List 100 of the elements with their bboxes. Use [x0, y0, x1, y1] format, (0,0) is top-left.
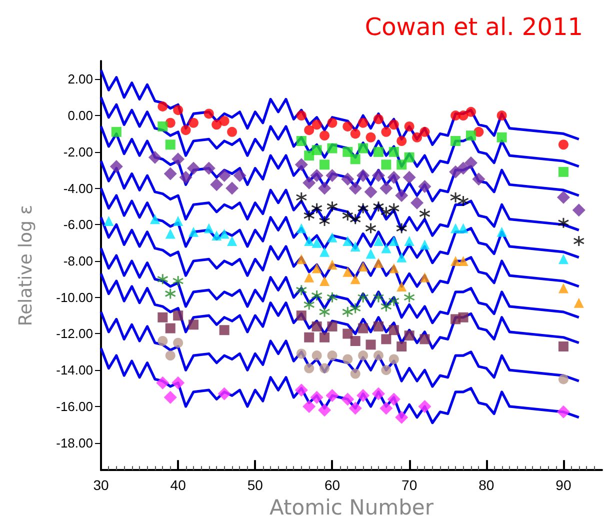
line-series	[100, 160, 580, 237]
point	[373, 321, 384, 332]
point	[449, 165, 462, 178]
point	[104, 216, 114, 226]
point	[388, 295, 400, 307]
point	[304, 236, 314, 246]
point	[373, 258, 384, 268]
point	[204, 108, 214, 119]
point	[466, 106, 476, 117]
point	[310, 169, 324, 182]
point	[558, 217, 570, 229]
point	[388, 202, 400, 214]
point	[396, 281, 407, 292]
y-tick-label: -6.00	[63, 217, 93, 232]
point	[372, 387, 385, 400]
point	[188, 118, 198, 128]
point	[227, 236, 238, 246]
y-tick-label: -16.00	[56, 398, 93, 414]
point	[156, 273, 168, 285]
point	[296, 284, 308, 296]
point	[402, 170, 416, 184]
point	[366, 248, 376, 259]
line-series	[100, 68, 580, 146]
point	[404, 330, 414, 341]
point	[380, 182, 393, 195]
point	[326, 389, 339, 402]
point	[218, 169, 231, 182]
point	[173, 338, 184, 348]
point	[358, 143, 368, 154]
y-tick-label: -8.00	[63, 254, 93, 269]
point	[202, 162, 216, 175]
point	[348, 182, 362, 195]
line-series	[100, 186, 580, 264]
point	[396, 136, 407, 146]
point	[358, 323, 368, 334]
point	[318, 404, 332, 417]
point	[366, 340, 376, 350]
point	[312, 238, 322, 248]
point	[226, 182, 239, 195]
point	[387, 170, 400, 184]
point	[342, 236, 353, 246]
point	[327, 118, 338, 128]
x-tick-label: 90	[556, 477, 572, 494]
point	[496, 226, 507, 237]
point	[302, 400, 316, 413]
point	[420, 334, 430, 344]
x-axis-title: Atomic Number	[270, 496, 434, 520]
x-tick-label: 80	[478, 477, 494, 494]
point	[148, 150, 162, 164]
point	[420, 126, 430, 137]
point	[342, 121, 353, 132]
point	[418, 180, 432, 193]
point	[110, 160, 123, 173]
point	[381, 243, 392, 254]
point	[372, 292, 384, 304]
point	[296, 348, 306, 359]
point	[294, 158, 308, 172]
point	[395, 410, 408, 424]
point	[218, 387, 231, 400]
point	[358, 261, 368, 272]
point	[450, 136, 461, 146]
line-series	[100, 346, 580, 424]
point	[388, 146, 399, 157]
y-tick-label: 0.00	[68, 108, 93, 124]
point	[558, 254, 568, 264]
point	[296, 254, 306, 264]
point	[172, 376, 185, 390]
point	[388, 354, 399, 364]
point	[320, 130, 330, 141]
line-series	[100, 272, 580, 350]
point	[464, 156, 478, 170]
point	[158, 101, 168, 112]
point	[404, 152, 414, 162]
point	[180, 125, 191, 136]
point	[380, 206, 392, 218]
point	[303, 298, 315, 310]
point	[320, 363, 330, 374]
point	[179, 170, 192, 184]
point	[350, 241, 360, 252]
point	[388, 120, 399, 130]
point	[233, 169, 246, 182]
point	[341, 392, 354, 406]
point	[396, 222, 408, 234]
point	[404, 236, 414, 246]
point	[312, 321, 322, 332]
point	[342, 328, 353, 339]
point	[150, 214, 160, 224]
point	[320, 246, 330, 257]
point	[388, 325, 399, 336]
point	[304, 272, 314, 282]
point	[318, 182, 332, 195]
point	[381, 334, 392, 344]
point	[326, 292, 338, 304]
point	[381, 126, 392, 137]
point	[173, 310, 184, 321]
point	[212, 230, 222, 241]
point	[302, 176, 316, 190]
point	[456, 162, 470, 175]
point	[210, 178, 224, 192]
point	[380, 300, 392, 312]
